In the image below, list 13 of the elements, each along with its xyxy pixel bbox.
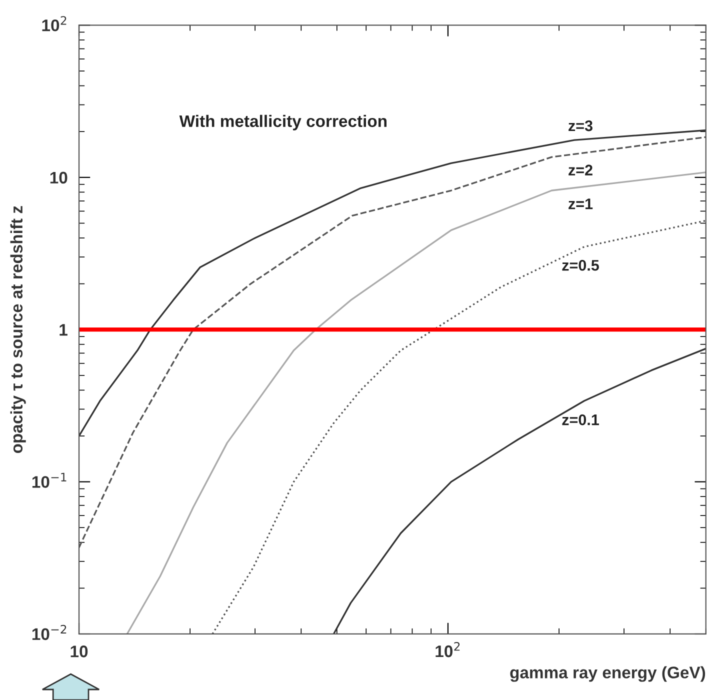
series-label: z=3 bbox=[568, 120, 592, 132]
series-label: z=0.5 bbox=[562, 260, 599, 271]
y-tick-label: 10$^{2}$ bbox=[42, 16, 66, 32]
series-label: z=1 bbox=[568, 198, 593, 210]
y-tick-label: 10 bbox=[50, 172, 68, 184]
annotation: With metallicity correction bbox=[179, 114, 387, 130]
series-label: z=0.1 bbox=[562, 414, 599, 426]
y-tick-label: 1 bbox=[60, 324, 68, 336]
series-label: z=2 bbox=[568, 164, 592, 176]
y-tick-label: 10$^{−2}$ bbox=[32, 624, 66, 640]
x-axis-title: gamma ray energy (GeV) bbox=[510, 666, 706, 682]
y-tick-label: 10$^{−1}$ bbox=[32, 472, 66, 488]
y-axis-title: opacity τ to source at redshift z bbox=[10, 206, 26, 454]
